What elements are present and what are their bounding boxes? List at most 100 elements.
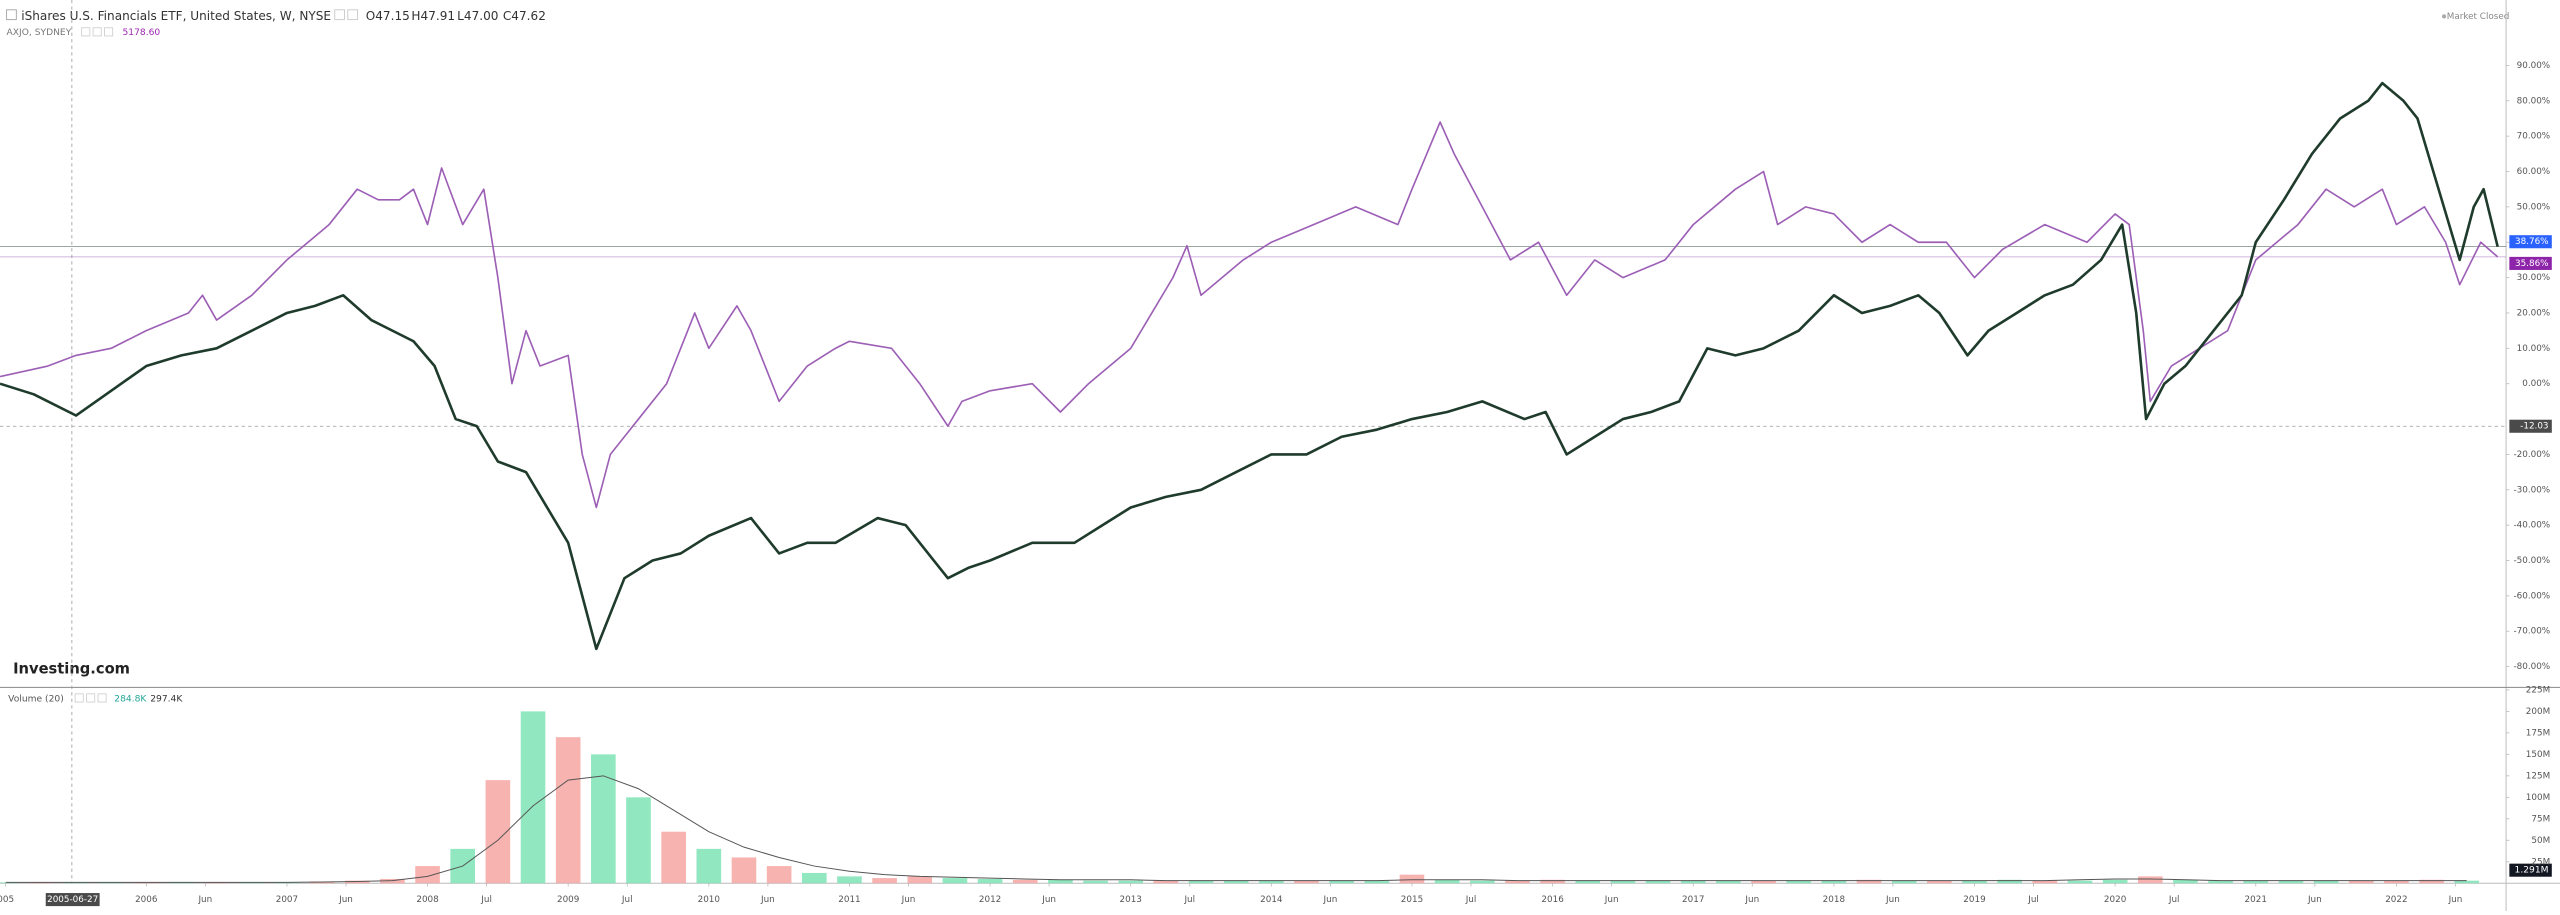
y-tick-label: -30.00% xyxy=(2513,485,2550,495)
x-tick-label: 2009 xyxy=(557,895,579,905)
x-tick-label: Jul xyxy=(1465,895,1477,905)
volume-bar xyxy=(1083,880,1108,884)
volume-last-bg xyxy=(2509,863,2552,877)
x-tick-label: 2020 xyxy=(2104,895,2127,905)
x-tick-label: 2010 xyxy=(698,895,721,905)
x-tick-label: 2018 xyxy=(1823,895,1845,905)
x-tick-label: 2013 xyxy=(1120,895,1142,905)
volume-bar xyxy=(661,831,686,884)
status-dot xyxy=(2441,14,2447,19)
y-tick-label: -20.00% xyxy=(2513,450,2550,460)
ohlc-close: C47.62 xyxy=(503,9,546,23)
collapse-icon[interactable] xyxy=(6,9,17,21)
volume-icons xyxy=(74,693,107,703)
x-tick-label: Jul xyxy=(480,895,492,905)
icon[interactable] xyxy=(92,27,102,37)
volume-y-tick-label: 175M xyxy=(2526,728,2550,738)
x-tick-label: 2007 xyxy=(276,895,298,905)
x-tick-label: Jul xyxy=(2027,895,2039,905)
x-tick-label: 2021 xyxy=(2245,895,2267,905)
volume-bar xyxy=(1223,880,1249,884)
volume-bar xyxy=(1469,880,1495,884)
icon[interactable] xyxy=(104,27,114,37)
x-tick-label: Jul xyxy=(621,895,633,905)
main-title: iShares U.S. Financials ETF, United Stat… xyxy=(21,9,331,23)
icon[interactable] xyxy=(74,693,84,703)
x-tick-label: 2017 xyxy=(1682,895,1704,905)
x-tick-label: Jul xyxy=(2168,895,2180,905)
icon[interactable] xyxy=(334,9,346,21)
volume-y-tick-label: 25M xyxy=(2531,857,2550,867)
y-tick-label: 70.00% xyxy=(2517,132,2551,142)
volume-bar xyxy=(1786,880,1812,884)
x-tick-label: Jun xyxy=(901,895,916,905)
ohlc-low: L47.00 xyxy=(457,9,498,23)
last-value-label-bg xyxy=(2509,235,2552,249)
volume-bar xyxy=(1294,880,1319,884)
volume-bar xyxy=(1540,879,1565,884)
x-tick-label: 2016 xyxy=(1541,895,1564,905)
volume-bar xyxy=(942,878,968,884)
crosshair-label: -12.03 xyxy=(2520,422,2548,432)
y-tick-label: 60.00% xyxy=(2517,167,2551,177)
y-tick-label: 30.00% xyxy=(2517,273,2551,283)
volume-bar xyxy=(1891,880,1917,884)
volume-bar xyxy=(2313,880,2339,884)
volume-ma-line xyxy=(5,775,2467,883)
x-tick-label: 2015 xyxy=(1401,895,1423,905)
icon[interactable] xyxy=(81,27,91,37)
x-tick-label: 2014 xyxy=(1260,895,1283,905)
volume-bar xyxy=(2454,880,2480,884)
crosshair-label-bg xyxy=(2509,419,2552,433)
volume-bar xyxy=(2278,880,2304,884)
x-tick-label: 2019 xyxy=(1963,895,1985,905)
volume-bar xyxy=(415,866,440,884)
volume-bar xyxy=(1118,880,1144,884)
volume-y-tick-label: 100M xyxy=(2526,793,2550,803)
volume-bar xyxy=(766,866,792,884)
y-tick-label: -50.00% xyxy=(2513,556,2550,566)
crosshair-date: 2005-06-27 xyxy=(47,895,98,905)
x-tick-label: Jun xyxy=(760,895,775,905)
icon[interactable] xyxy=(97,693,107,703)
volume-bar xyxy=(1399,874,1425,884)
y-tick-label: 50.00% xyxy=(2517,202,2551,212)
volume-y-tick-label: 200M xyxy=(2526,707,2550,717)
volume-bar xyxy=(555,737,581,884)
x-tick-label: 2006 xyxy=(135,895,158,905)
volume-bar xyxy=(2137,876,2163,884)
y-tick-label: 0.00% xyxy=(2522,379,2550,389)
last-value-label: 35.86% xyxy=(2515,259,2549,269)
volume-bar xyxy=(2243,880,2269,884)
volume-y-tick-label: 125M xyxy=(2526,771,2550,781)
volume-bar xyxy=(1048,879,1073,884)
x-tick-label: Jun xyxy=(197,895,212,905)
x-tick-label: 2008 xyxy=(416,895,438,905)
volume-y-tick-label: 50M xyxy=(2531,836,2550,846)
legend-icons xyxy=(334,9,359,21)
volume-bar xyxy=(591,754,616,884)
y-tick-label: 10.00% xyxy=(2517,344,2551,354)
x-tick-label: Jun xyxy=(1604,895,1619,905)
volume-bar xyxy=(1962,880,1987,884)
x-tick-label: Jun xyxy=(1885,895,1900,905)
market-status: Market Closed xyxy=(2447,12,2510,22)
volume-bar xyxy=(2067,880,2093,884)
volume-bar xyxy=(731,857,757,884)
compare-value: 5178.60 xyxy=(122,28,160,38)
last-value-label: 38.76% xyxy=(2515,237,2549,247)
series-line xyxy=(0,121,2499,509)
crosshair-date-bg xyxy=(45,893,100,907)
volume-bar xyxy=(2384,880,2409,884)
y-tick-label: -70.00% xyxy=(2513,627,2550,637)
x-tick-label: Jun xyxy=(338,895,353,905)
icon[interactable] xyxy=(347,9,359,21)
volume-bar xyxy=(801,872,827,884)
volume-bar xyxy=(1364,880,1390,884)
volume-bar xyxy=(520,711,546,884)
volume-bar xyxy=(1575,880,1601,884)
volume-bar xyxy=(696,848,722,884)
volume-bar xyxy=(1927,880,1952,884)
x-tick-label: 2012 xyxy=(979,895,1001,905)
icon[interactable] xyxy=(86,693,96,703)
